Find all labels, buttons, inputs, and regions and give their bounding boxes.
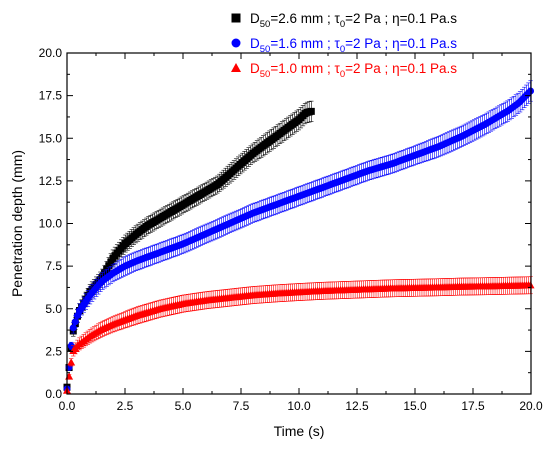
legend-marker	[231, 62, 241, 73]
x-tick-label: 20.0	[519, 399, 543, 413]
x-tick-label: 12.5	[345, 399, 369, 413]
y-axis-label: Penetration depth (mm)	[9, 150, 25, 297]
legend-label: D50=2.6 mm ; τ0=2 Pa ; η=0.1 Pa.s	[250, 11, 457, 30]
legend-marker	[231, 38, 241, 48]
x-tick-label: 15.0	[403, 399, 427, 413]
markers	[63, 107, 315, 391]
data-point	[107, 258, 115, 266]
data-point	[67, 358, 76, 366]
y-tick-label: 7.5	[45, 259, 62, 273]
data-point	[307, 107, 315, 115]
y-tick-label: 10.0	[39, 217, 63, 231]
legend-label: D50=1.6 mm ; τ0=2 Pa ; η=0.1 Pa.s	[250, 36, 457, 55]
y-tick-label: 0.0	[45, 387, 62, 401]
series-triangle	[63, 276, 535, 394]
data-point	[71, 318, 79, 326]
ticks-layer: 0.0 2.5 5.0 7.5 10.0 12.5 15.0 17.5 20.0 0.0 2.5 5.…	[39, 46, 543, 413]
y-tick-label: 15.0	[39, 131, 63, 145]
markers	[63, 281, 535, 394]
x-tick-label: 5.0	[175, 399, 192, 413]
data-point	[105, 262, 113, 270]
legend-marker	[231, 13, 241, 23]
data-point	[65, 372, 74, 380]
y-tick-label: 5.0	[45, 302, 62, 316]
series-layer	[63, 80, 535, 394]
y-tick-label: 20.0	[39, 46, 63, 60]
legend-entry: D50=2.6 mm ; τ0=2 Pa ; η=0.1 Pa.s	[231, 11, 457, 30]
legend-entry: D50=1.6 mm ; τ0=2 Pa ; η=0.1 Pa.s	[231, 36, 457, 55]
x-axis-label: Time (s)	[274, 423, 325, 439]
legend-entry: D50=1.0 mm ; τ0=2 Pa ; η=0.1 Pa.s	[231, 61, 457, 80]
legend: D50=2.6 mm ; τ0=2 Pa ; η=0.1 Pa.s D50=1.6…	[231, 11, 457, 80]
markers	[63, 87, 535, 393]
y-tick-label: 2.5	[45, 344, 62, 358]
legend-label: D50=1.0 mm ; τ0=2 Pa ; η=0.1 Pa.s	[250, 61, 457, 80]
y-tick-label: 12.5	[39, 174, 63, 188]
data-point	[69, 324, 77, 332]
x-tick-label: 17.5	[461, 399, 485, 413]
series-circle	[63, 80, 535, 393]
x-tick-label: 10.0	[287, 399, 311, 413]
x-tick-label: 7.5	[233, 399, 250, 413]
plot-frame	[66, 52, 532, 395]
y-tick-label: 17.5	[39, 89, 63, 103]
x-tick-label: 2.5	[117, 399, 134, 413]
series-square	[63, 100, 315, 391]
x-tick-label: 0.0	[59, 399, 76, 413]
